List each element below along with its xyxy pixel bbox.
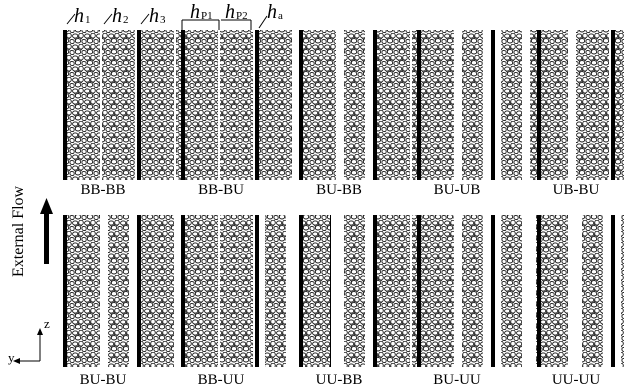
channel-wall [181, 215, 185, 367]
channel-wall [255, 30, 259, 180]
config-label: BU-BU [79, 372, 127, 388]
channel-wall [373, 215, 377, 367]
config-label: BU-UB [433, 182, 481, 198]
channel-wall [63, 215, 67, 367]
config-label: UU-BB [315, 372, 363, 388]
porous-block-narrow [462, 30, 483, 180]
h3-label: h3 [149, 5, 166, 27]
porous-block [141, 215, 174, 367]
config-label: BU-BB [316, 182, 362, 198]
porous-block [185, 215, 218, 367]
porous-block [615, 30, 624, 180]
porous-block [220, 30, 253, 180]
porous-block-narrow [621, 215, 624, 367]
channel-wall [299, 215, 303, 367]
channel-wall [537, 215, 541, 367]
config-label: UB-BU [552, 182, 600, 198]
porous-block-narrow [108, 215, 129, 367]
dimension-markers [66, 13, 268, 30]
porous-block [377, 215, 410, 367]
porous-block [377, 30, 410, 180]
channel-wall [137, 215, 141, 367]
porous-block-narrow [547, 30, 568, 180]
channel-wall [491, 215, 495, 367]
external-flow-arrow [40, 198, 53, 264]
external-flow-label: External Flow [10, 185, 27, 277]
config-label: UU-UU [551, 372, 601, 388]
channel-wall [611, 30, 615, 180]
porous-block-narrow [309, 215, 330, 367]
channel-wall [255, 215, 259, 367]
porous-block [220, 215, 253, 367]
porous-block-narrow [582, 215, 603, 367]
channel-wall [611, 215, 615, 367]
z-axis-label: z [44, 316, 50, 331]
porous-block [303, 30, 336, 180]
h2-label: h2 [112, 5, 129, 27]
porous-block-narrow [501, 30, 522, 180]
porous-block-narrow [344, 215, 365, 367]
porous-block [576, 30, 609, 180]
channel-wall [417, 30, 421, 180]
porous-block [421, 30, 454, 180]
config-label: BU-UU [433, 372, 481, 388]
channel-wall [299, 30, 303, 180]
channel-wall [373, 30, 377, 180]
channel-wall [537, 30, 541, 180]
porous-block-narrow [501, 215, 522, 367]
porous-block-narrow [462, 215, 483, 367]
porous-block-narrow [344, 30, 365, 180]
channel-wall [491, 30, 495, 180]
ha-label: ha [267, 1, 283, 23]
porous-block [141, 30, 174, 180]
configuration-panels [63, 30, 624, 367]
porous-block [102, 30, 135, 180]
porous-block-narrow [547, 215, 568, 367]
porous-block [259, 30, 292, 180]
h1-label: h1 [74, 5, 91, 27]
porous-block [67, 215, 100, 367]
porous-block [185, 30, 218, 180]
channel-wall [63, 30, 67, 180]
channel-wall [417, 215, 421, 367]
config-label: BB-BU [198, 182, 244, 198]
y-axis-label: y [8, 350, 15, 365]
porous-block-narrow [265, 215, 286, 367]
hp1-label: hP1 [190, 1, 213, 23]
hp2-label: hP2 [225, 1, 248, 23]
porous-block [67, 30, 100, 180]
coordinate-axes [13, 328, 43, 364]
porous-block [421, 215, 454, 367]
channel-wall [137, 30, 141, 180]
config-label: BB-UU [197, 372, 245, 388]
channel-wall [181, 30, 185, 180]
config-label: BB-BB [80, 182, 126, 198]
